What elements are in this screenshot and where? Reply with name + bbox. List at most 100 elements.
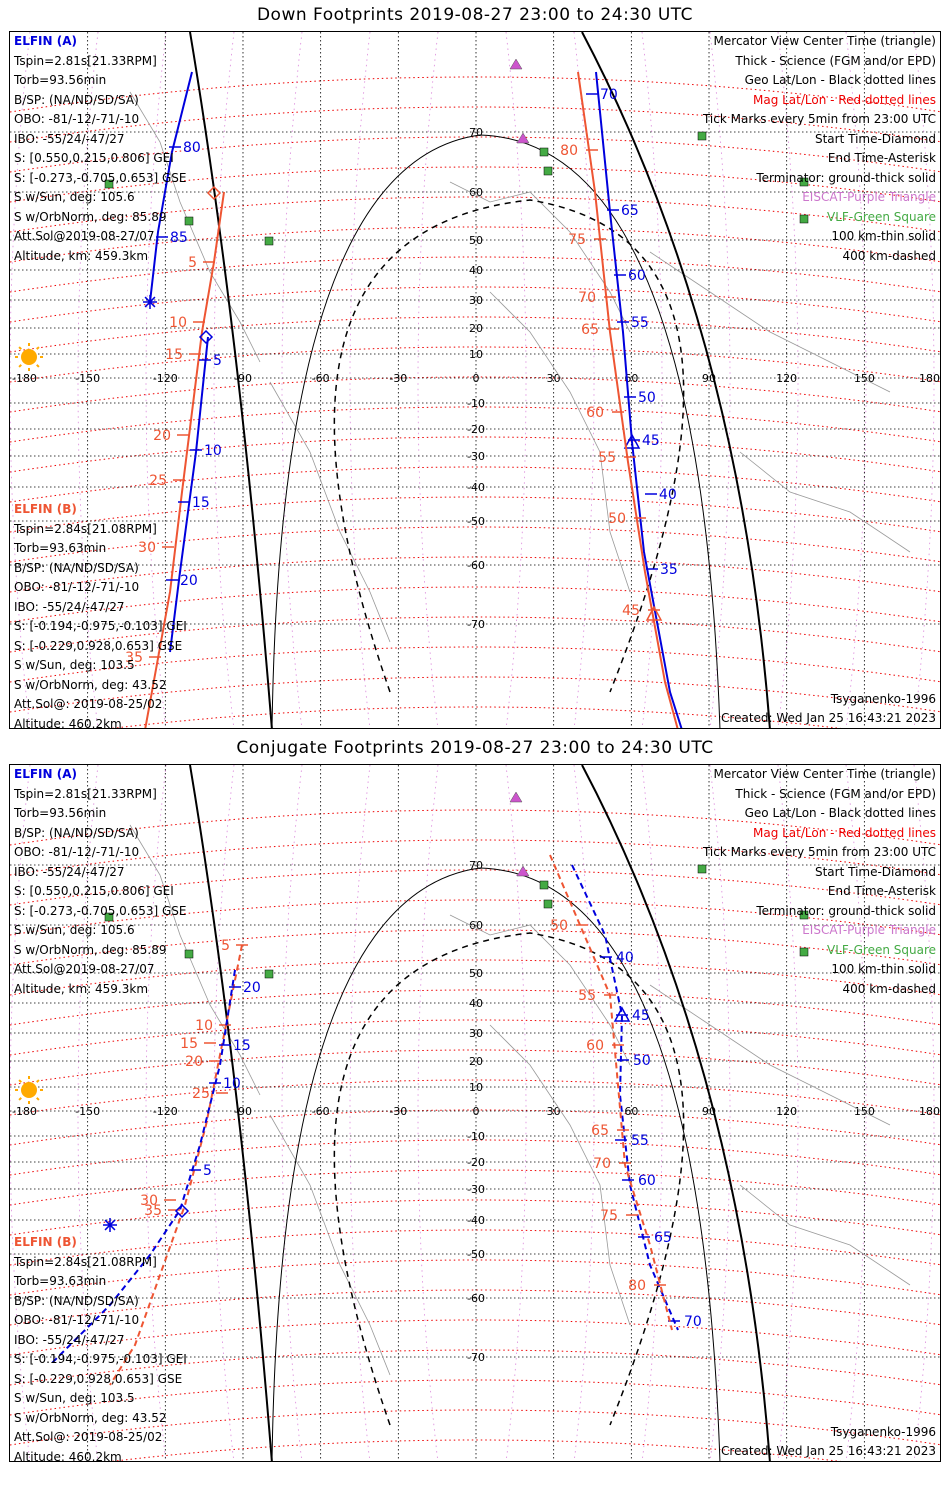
elfin-b-line: Torb=93.63min xyxy=(14,541,107,555)
legend-line: 100 km-thin solid xyxy=(831,229,936,243)
elfin-a-east-tick-label: 45 xyxy=(632,1008,650,1024)
elfin-b-line: B/SP: (NA/ND/SD/SA) xyxy=(14,1293,139,1308)
elfin-b-track-east xyxy=(549,854,673,1331)
elfin-b-line: S w/OrbNorm, deg: 43.52 xyxy=(14,677,167,692)
mag-lat-line xyxy=(10,1139,940,1176)
coastline xyxy=(449,181,631,333)
elfin-a-east-tick-label: 50 xyxy=(638,390,656,406)
elfin-b-east-tick-label: 75 xyxy=(600,1208,618,1224)
vlf-square xyxy=(539,880,549,890)
elfin-a-west-lower-tick-label: 5 xyxy=(213,353,222,369)
elfin-a-east-tick-label: 60 xyxy=(638,1173,656,1189)
elfin-a-west-lower-tick-label: 20 xyxy=(180,573,198,589)
elfin-b-east-tick-label: 70 xyxy=(593,1156,611,1172)
lat-tick-label: -30 xyxy=(467,1183,485,1196)
vlf-square xyxy=(539,147,549,157)
mag-lat-line xyxy=(10,676,940,713)
mag-lon-line xyxy=(349,765,371,1461)
elfin-a-line: B/SP: (NA/ND/SD/SA) xyxy=(14,92,139,107)
elfin-a-track-west xyxy=(149,71,193,303)
lon-tick-label: -60 xyxy=(312,372,330,385)
coastline xyxy=(269,381,391,643)
created-date: Created: Wed Jan 25 16:43:21 2023 xyxy=(721,1444,936,1458)
mag-lon-line xyxy=(417,32,439,728)
lat-tick-label: 20 xyxy=(469,1055,483,1068)
lat-tick-label: -70 xyxy=(467,618,485,631)
mag-lat-line xyxy=(10,1259,940,1296)
elfin-b-line: S: [-0.229,0.928,0.653] GSE xyxy=(14,638,183,653)
mag-lat-line xyxy=(10,316,940,353)
mag-lat-line xyxy=(10,1379,940,1416)
mag-lat-line xyxy=(10,1289,940,1326)
mag-lat-line xyxy=(10,1199,940,1236)
legend-line: EISCAT-Purple Triangle xyxy=(802,190,936,204)
eiscat-triangle xyxy=(516,132,530,144)
mag-lat-line xyxy=(10,899,940,936)
elfin-a-west-tick-label: 85 xyxy=(170,230,188,246)
elfin-b-track-east xyxy=(577,71,679,728)
elfin-b-info: ELFIN (B) Tspin=2.84s[21.08RPM] Torb=93.… xyxy=(14,1233,187,1461)
elfin-a-west-tick-label: 15 xyxy=(233,1038,251,1054)
map-panel-conjugate: -180 -150 -120 -90 -60 -30 0 30 60 90 120 150 180 70 6… xyxy=(9,764,941,1462)
terminator-400km xyxy=(333,932,685,1426)
elfin-b-line: Tspin=2.84s[21.08RPM] xyxy=(14,1254,157,1269)
elfin-b-east-tick-label: 50 xyxy=(550,918,568,934)
eiscat-triangle xyxy=(509,58,523,70)
mag-lat-line xyxy=(10,1049,940,1086)
elfin-b-west-tick-label: 5 xyxy=(221,938,230,954)
vlf-square xyxy=(104,179,114,189)
elfin-b-east-tick-label: 80 xyxy=(628,1278,646,1294)
mag-lat-line xyxy=(10,466,940,503)
elfin-b-west-tick-label: 25 xyxy=(149,473,167,489)
elfin-a-east-tick-label: 55 xyxy=(631,315,649,331)
elfin-a-west-tick-label: 10 xyxy=(223,1076,241,1092)
elfin-a-line: B/SP: (NA/ND/SD/SA) xyxy=(14,825,139,840)
elfin-b-line: S: [-0.194,-0.975,-0.103] GEI xyxy=(14,1352,187,1366)
legend-line: Tick Marks every 5min from 23:00 UTC xyxy=(702,112,936,126)
map-panel-down: -180 -150 -120 -90 -60 -30 0 30 60 90 120 150 180 70 6… xyxy=(9,31,941,729)
coastline xyxy=(739,451,911,553)
elfin-b-line: S w/OrbNorm, deg: 43.52 xyxy=(14,1410,167,1425)
elfin-b-west-tick-label: 20 xyxy=(185,1054,203,1070)
elfin-a-line: S: [0.550,0.215,0.806] GEI xyxy=(14,884,174,898)
elfin-a-label: ELFIN (A) xyxy=(14,34,77,48)
elfin-a-east-tick-label: 70 xyxy=(600,87,618,103)
mag-lon-line xyxy=(281,32,303,728)
lat-tick-label: -40 xyxy=(467,481,485,494)
elfin-a-info: ELFIN (A) Tspin=2.81s[21.33RPM] Torb=93.… xyxy=(14,32,187,266)
elfin-b-line: S: [-0.194,-0.975,-0.103] GEI xyxy=(14,619,187,633)
lon-tick-label: -150 xyxy=(75,372,100,385)
vlf-square xyxy=(799,910,809,920)
model-name: Tsyganenko-1996 xyxy=(830,692,936,706)
lat-tick-label: 60 xyxy=(469,186,483,199)
elfin-a-east-tick-label: 70 xyxy=(684,1314,702,1330)
end-time-asterisk xyxy=(144,296,156,308)
mag-lat-line xyxy=(10,346,940,383)
elfin-b-label: ELFIN (B) xyxy=(14,502,77,516)
lon-tick-label: -180 xyxy=(12,1105,37,1118)
elfin-b-east-tick-label: 80 xyxy=(560,143,578,159)
mag-lon-line xyxy=(505,32,527,728)
elfin-b-east-tick-label: 45 xyxy=(622,603,640,619)
coastline xyxy=(129,824,261,1096)
created-date: Created: Wed Jan 25 16:43:21 2023 xyxy=(721,711,936,725)
lat-tick-label: 50 xyxy=(469,234,483,247)
elfin-b-info: ELFIN (B) Tspin=2.84s[21.08RPM] Torb=93.… xyxy=(14,500,187,728)
mag-lon-line xyxy=(145,32,167,728)
lat-tick-label: -20 xyxy=(467,1156,485,1169)
mag-lat-line xyxy=(10,1109,940,1146)
lon-tick-label: -150 xyxy=(75,1105,100,1118)
elfin-b-west-tick-label: 20 xyxy=(153,428,171,444)
mag-lon-line xyxy=(10,765,31,1461)
elfin-b-west-tick-label: 15 xyxy=(180,1036,198,1052)
legend-line: EISCAT-Purple Triangle xyxy=(802,923,936,937)
elfin-a-west-lower-tick-label: 10 xyxy=(204,443,222,459)
elfin-a-line: S w/Sun, deg: 105.6 xyxy=(14,923,135,937)
vlf-square xyxy=(543,166,553,176)
lon-tick-label: -120 xyxy=(153,372,178,385)
mag-lon-line xyxy=(777,765,799,1461)
mag-lat-line xyxy=(10,1349,940,1386)
mag-lon-line xyxy=(213,32,235,728)
coastline xyxy=(129,91,261,363)
elfin-a-line: IBO: -55/24/-47/27 xyxy=(14,864,125,879)
